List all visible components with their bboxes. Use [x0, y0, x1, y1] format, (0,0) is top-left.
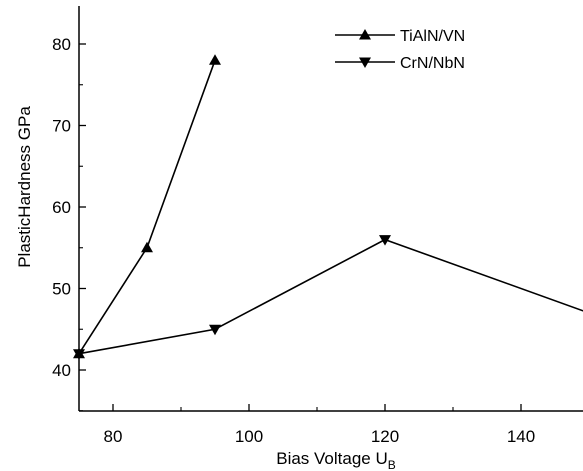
x-axis-title: Bias Voltage UB	[276, 449, 396, 471]
x-tick-label-100: 100	[235, 427, 263, 446]
x-axis-title-subscript: B	[388, 458, 396, 471]
series-line-tialn-vn	[78, 60, 216, 355]
y-tick-label-50: 50	[52, 280, 71, 299]
legend: TiAlN/VN CrN/NbN	[335, 28, 465, 72]
axes	[78, 6, 583, 412]
series-layer	[73, 54, 583, 360]
series-tialn-vn	[73, 54, 221, 359]
legend-marker-tialn-vn	[359, 29, 371, 40]
x-tick-label-80: 80	[104, 427, 123, 446]
point-tialn-vn-2	[209, 54, 221, 65]
y-axis-title: PlasticHardness GPa	[15, 106, 34, 268]
point-tialn-vn-1	[141, 241, 153, 253]
series-crn-nbn	[73, 235, 583, 360]
point-crn-nbn-1	[209, 324, 221, 336]
ticks: 40 50 60 70 80 80 100 120 140	[52, 35, 535, 446]
y-tick-label-40: 40	[52, 361, 71, 380]
x-tick-label-120: 120	[371, 427, 399, 446]
legend-marker-crn-nbn	[359, 57, 371, 68]
point-crn-nbn-0	[73, 349, 85, 360]
legend-label-crn-nbn: CrN/NbN	[400, 55, 465, 72]
y-tick-label-60: 60	[52, 198, 71, 217]
series-line-crn-nbn	[78, 238, 583, 355]
y-tick-label-80: 80	[52, 35, 71, 54]
legend-label-tialn-vn: TiAlN/VN	[400, 28, 465, 45]
x-tick-label-140: 140	[507, 427, 535, 446]
point-crn-nbn-2	[379, 235, 391, 246]
y-tick-label-70: 70	[52, 117, 71, 136]
